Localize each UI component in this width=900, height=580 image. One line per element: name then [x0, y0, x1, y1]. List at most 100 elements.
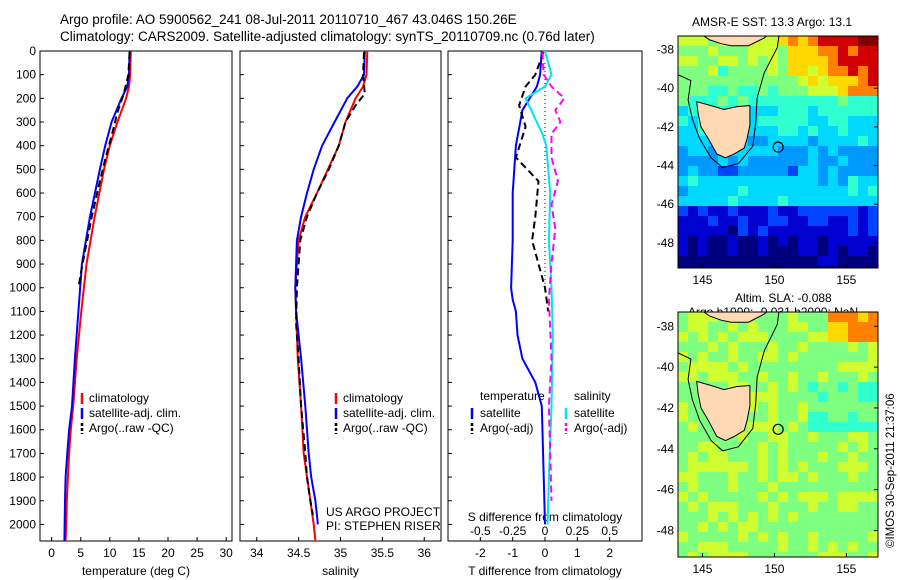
map-cell — [778, 462, 789, 473]
map-cell — [698, 532, 709, 543]
map-cell — [728, 196, 739, 207]
map-cell — [768, 106, 779, 117]
map-frame — [677, 35, 879, 269]
map-cell — [838, 76, 849, 87]
map-cell — [708, 492, 719, 503]
map-cell — [678, 462, 689, 473]
map-cell — [858, 392, 869, 403]
map-cell — [768, 472, 779, 483]
map-cell — [778, 66, 789, 77]
plot-frame — [447, 50, 643, 542]
map-cell — [778, 236, 789, 247]
y-tick-label: 800 — [16, 233, 36, 247]
map-cell — [758, 412, 769, 423]
map-cell — [698, 352, 709, 363]
map-cell — [798, 126, 809, 137]
map-cell — [698, 522, 709, 533]
map-cell — [848, 256, 859, 267]
map-cell — [858, 492, 869, 503]
map-cell — [838, 472, 849, 483]
map-cell — [678, 206, 689, 217]
map-cell — [838, 332, 849, 343]
map-cell — [728, 512, 739, 523]
map-cell — [838, 412, 849, 423]
map-cell — [678, 442, 689, 453]
header-line2: Climatology: CARS2009. Satellite-adjuste… — [60, 29, 595, 44]
map-cell — [828, 322, 839, 333]
map-cell — [798, 432, 809, 443]
map-cell — [708, 176, 719, 187]
map-cell — [848, 86, 859, 97]
map-cell — [818, 246, 829, 257]
map-cell — [858, 246, 869, 257]
map-cell — [688, 86, 699, 97]
map-cell — [868, 186, 878, 197]
map-cell — [738, 156, 749, 167]
map-cell — [868, 352, 878, 363]
map-cell — [678, 342, 689, 353]
map-cell — [748, 206, 759, 217]
map-cell — [818, 176, 829, 187]
map-cell — [768, 342, 779, 353]
map-cell — [828, 332, 839, 343]
map-cell — [838, 382, 849, 393]
map-cell — [868, 382, 878, 393]
map-y-tick-label: -44 — [657, 159, 675, 173]
map-cell — [848, 36, 859, 47]
map-cell — [808, 422, 819, 433]
map-cell — [868, 236, 878, 247]
map-cell — [838, 512, 849, 523]
map-cell — [738, 46, 749, 57]
map-x-tick-label: 145 — [692, 562, 712, 576]
map-cell — [758, 196, 769, 207]
map-cell — [788, 116, 799, 127]
map-cell — [778, 502, 789, 513]
map-cell — [718, 512, 729, 523]
series-line-argo-adj- — [541, 52, 566, 501]
map-cell — [708, 352, 719, 363]
map-cell — [868, 462, 878, 473]
series-line-argo-raw-qc- — [77, 52, 131, 288]
map-cell — [868, 482, 878, 493]
y-tick-label: 0 — [29, 44, 36, 58]
map-cell — [798, 166, 809, 177]
map-cell — [758, 312, 769, 323]
map-cell — [678, 166, 689, 177]
map-cell — [798, 502, 809, 513]
map-cell — [798, 352, 809, 363]
map-cell — [728, 186, 739, 197]
map-cell — [818, 36, 829, 47]
legend-label: Argo(..raw -QC) — [343, 421, 428, 435]
map-cell — [798, 226, 809, 237]
map-cell — [838, 126, 849, 137]
map-cell — [708, 452, 719, 463]
map-cell — [748, 126, 759, 137]
map-cell — [858, 216, 869, 227]
map-cell — [718, 46, 729, 57]
x-tick-label: 1 — [574, 546, 581, 560]
map-cell — [838, 522, 849, 533]
map-cell — [828, 522, 839, 533]
map-cell — [828, 116, 839, 127]
map-cell — [738, 226, 749, 237]
map-cell — [848, 462, 859, 473]
map-cell — [848, 312, 859, 323]
map-cell — [788, 106, 799, 117]
map-cell — [808, 502, 819, 513]
map-cell — [678, 412, 689, 423]
map-cell — [768, 216, 779, 227]
map-cell — [748, 382, 759, 393]
map-cell — [868, 332, 878, 343]
map-cell — [868, 136, 878, 147]
map-cell — [868, 166, 878, 177]
map-cell — [828, 392, 839, 403]
y-tick-label: 1800 — [9, 470, 36, 484]
map-cell — [828, 226, 839, 237]
map-cell — [688, 146, 699, 157]
map-cell — [698, 206, 709, 217]
y-tick-label: 600 — [16, 186, 36, 200]
chart-panel-2: 34 34.5 35 35.5 36 salinity climatologysatelli… — [239, 50, 442, 578]
map-cell — [768, 532, 779, 543]
map-cell — [828, 462, 839, 473]
map-cell — [698, 472, 709, 483]
